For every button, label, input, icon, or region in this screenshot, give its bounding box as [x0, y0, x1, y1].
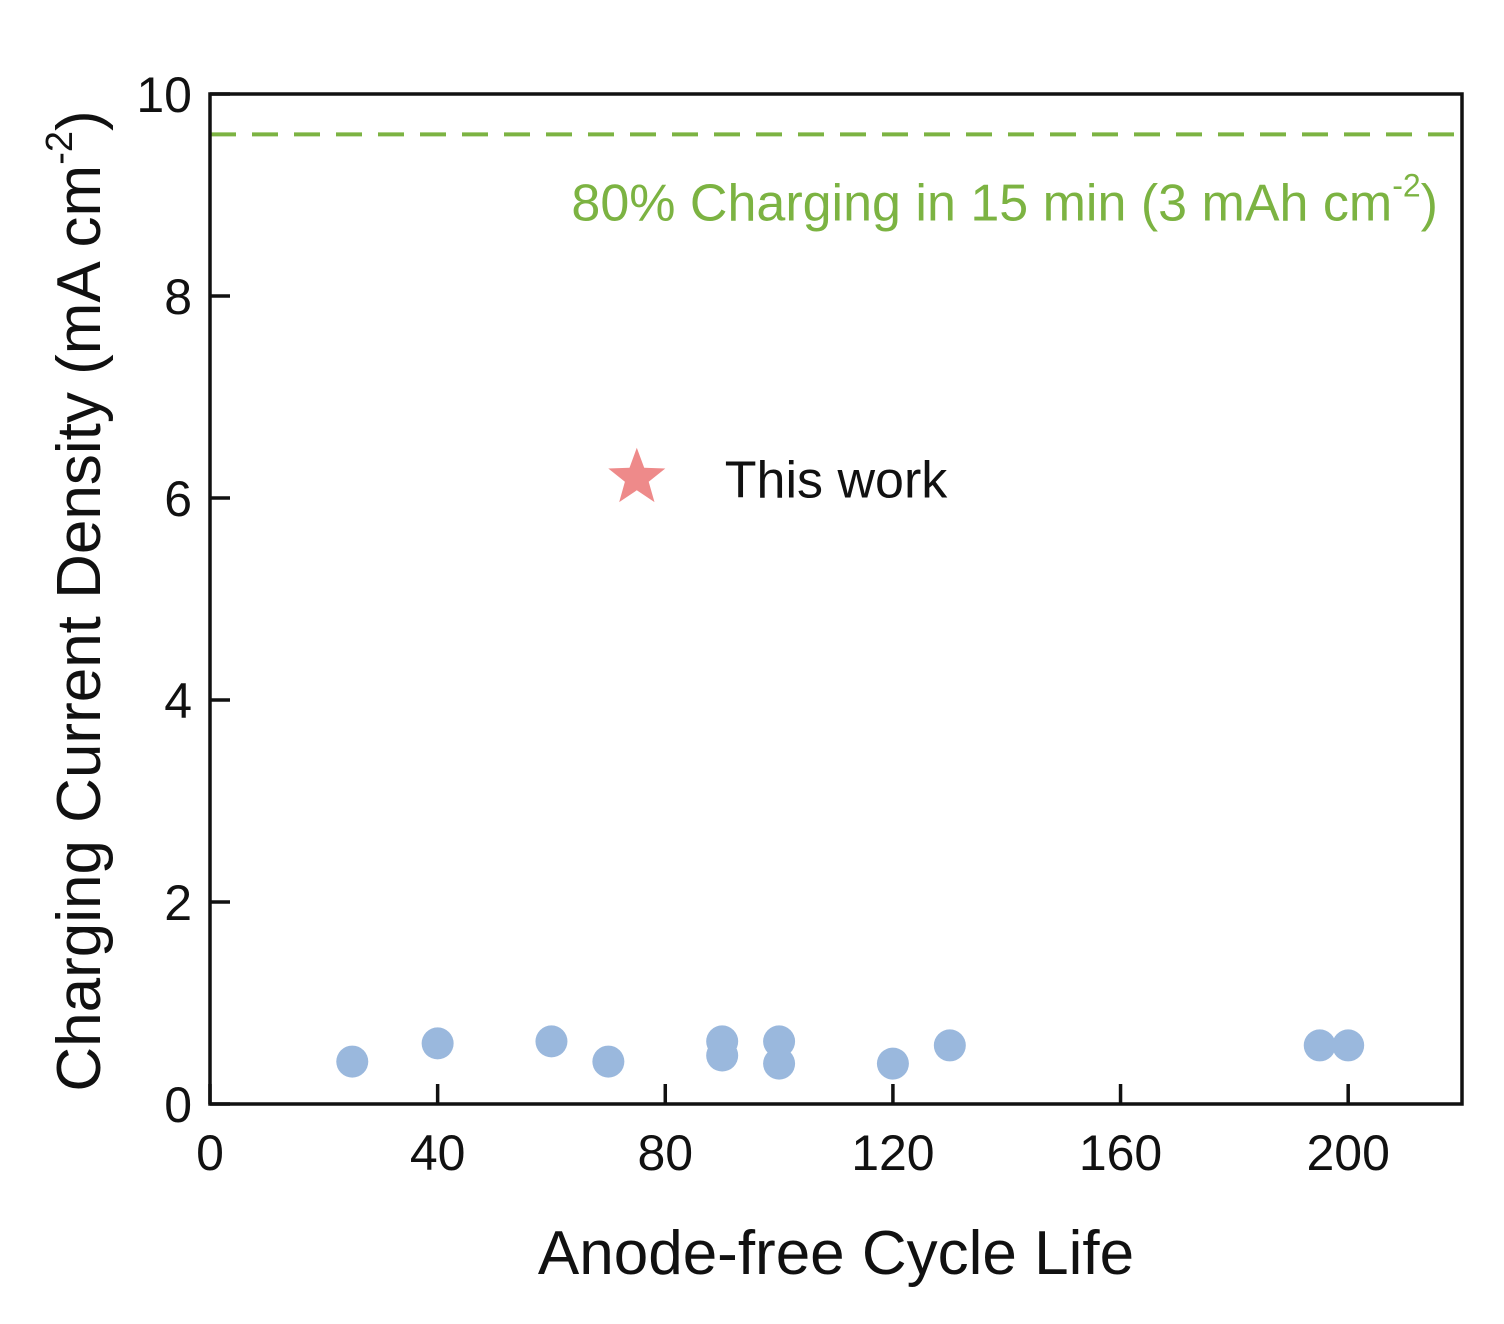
y-tick-label: 10: [136, 67, 192, 123]
y-tick-label: 4: [164, 673, 192, 729]
reference-line-label: 80% Charging in 15 min (3 mAh cm-2): [571, 167, 1438, 232]
y-axis-label-superscript: -2: [39, 131, 81, 165]
plot-frame: [208, 92, 1464, 1106]
y-axis-label-main: Charging Current Density (mA cm: [45, 165, 114, 1092]
data-point: [1332, 1029, 1365, 1062]
x-tick-label: 120: [851, 1125, 934, 1181]
this-work-label: This work: [725, 452, 948, 510]
y-axis-label-end: ): [45, 110, 114, 131]
reference-label-main: 80% Charging in 15 min (3 mAh cm: [571, 174, 1392, 232]
x-tick-label: 0: [196, 1125, 224, 1181]
x-tick-label: 40: [410, 1125, 466, 1181]
y-tick-label: 6: [164, 471, 192, 527]
y-axis-label: Charging Current Density (mA cm-2): [39, 110, 114, 1091]
y-tick-label: 0: [164, 1077, 192, 1133]
data-point: [933, 1029, 966, 1062]
data-point: [421, 1027, 454, 1060]
data-point: [592, 1045, 625, 1078]
data-point: [876, 1047, 909, 1080]
this-work-star: [608, 447, 666, 503]
data-point: [763, 1047, 796, 1080]
x-tick-label: 200: [1306, 1125, 1389, 1181]
x-tick-label: 80: [637, 1125, 693, 1181]
x-tick-label: 160: [1079, 1125, 1162, 1181]
axis-ticks: 0 40 80 120 160 200 0 2 4 6 8 10: [136, 67, 1390, 1181]
reference-label-end: ): [1421, 174, 1438, 232]
data-point: [763, 1025, 796, 1058]
data-point: [535, 1025, 568, 1058]
data-point: [706, 1039, 739, 1072]
data-points: [336, 447, 1365, 1080]
y-tick-label: 8: [164, 269, 192, 325]
x-axis-label: Anode-free Cycle Life: [538, 1219, 1134, 1288]
data-point: [336, 1045, 369, 1078]
data-point: [1303, 1029, 1336, 1062]
y-tick-label: 2: [164, 875, 192, 931]
reference-label-superscript: -2: [1392, 167, 1420, 203]
